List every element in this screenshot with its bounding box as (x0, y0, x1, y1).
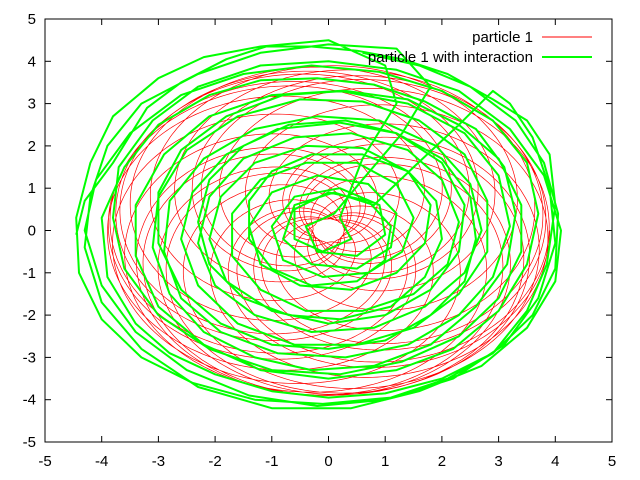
legend-label-particle-1: particle 1 (472, 29, 533, 46)
y-tick-label: -2 (23, 307, 36, 324)
y-tick-label: -3 (23, 349, 36, 366)
y-tick-label: -4 (23, 392, 36, 409)
x-tick-label: 5 (608, 453, 616, 470)
y-tick-label: 1 (28, 180, 36, 197)
x-tick-label: 3 (494, 453, 502, 470)
x-tick-label: 2 (438, 453, 446, 470)
x-tick-label: 4 (551, 453, 559, 470)
x-tick-label: -1 (265, 453, 278, 470)
x-tick-label: 1 (381, 453, 389, 470)
x-tick-label: -4 (95, 453, 108, 470)
y-tick-label: -5 (23, 434, 36, 451)
y-tick-label: 4 (28, 53, 36, 70)
y-tick-label: 5 (28, 11, 36, 28)
x-tick-label: 0 (324, 453, 332, 470)
tick-layer: -5 -4 -3 -2 -1 0 1 2 3 4 5 -5 -4 -3 -2 -1 0 1 2 3 4 5 (23, 11, 617, 470)
legend: particle 1 particle 1 with interaction (368, 29, 592, 66)
x-tick-label: -2 (208, 453, 221, 470)
y-tick-label: 3 (28, 96, 36, 113)
series-layer (75, 39, 562, 410)
x-tick-label: -5 (38, 453, 51, 470)
y-tick-label: -1 (23, 265, 36, 282)
y-tick-label: 0 (28, 223, 36, 240)
plot-border (44, 18, 613, 443)
legend-label-particle-1-interaction: particle 1 with interaction (368, 49, 533, 66)
series-particle-1-interaction-line (75, 39, 562, 410)
x-tick-label: -3 (152, 453, 165, 470)
y-tick-label: 2 (28, 138, 36, 155)
